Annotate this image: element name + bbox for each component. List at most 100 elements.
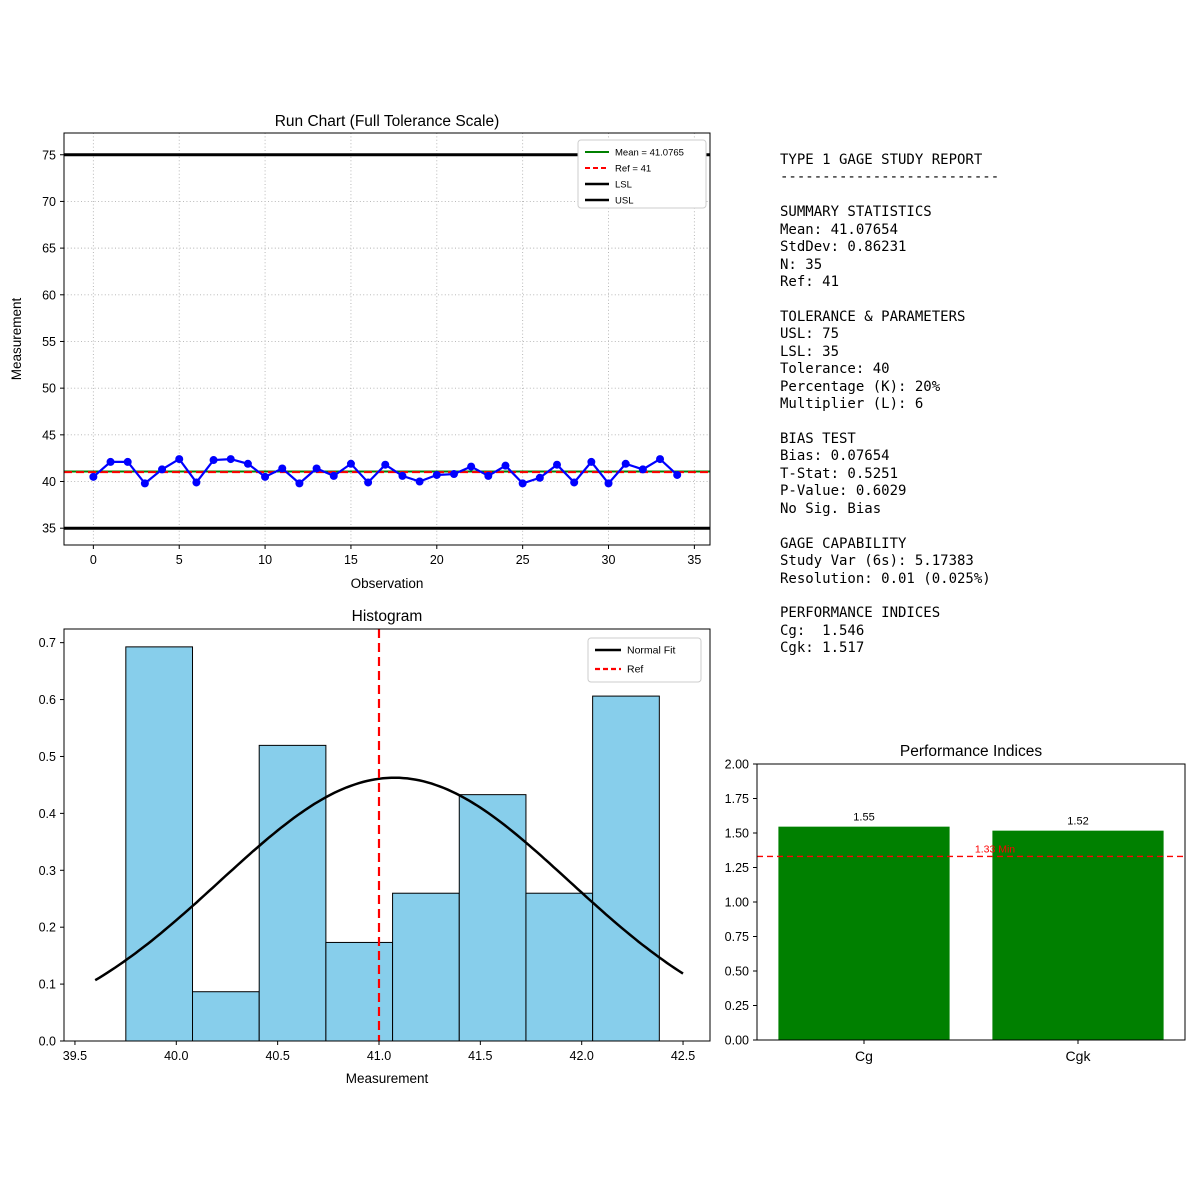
report-line-mean: Mean: 41.07654 — [780, 221, 899, 238]
svg-text:75: 75 — [42, 148, 56, 162]
svg-text:41.5: 41.5 — [468, 1049, 492, 1063]
svg-text:50: 50 — [42, 382, 56, 396]
chart-title: Performance Indices — [900, 743, 1042, 760]
threshold-label: 1.33 Min — [975, 843, 1015, 855]
index-bars — [778, 826, 1164, 1040]
svg-text:65: 65 — [42, 242, 56, 256]
svg-text:Ref: Ref — [627, 664, 643, 676]
svg-text:0.5: 0.5 — [39, 750, 56, 764]
section-heading: PERFORMANCE INDICES — [780, 605, 941, 622]
histogram-bar — [392, 892, 460, 1042]
histogram-bar — [592, 695, 660, 1042]
svg-text:0.3: 0.3 — [39, 864, 56, 878]
svg-text:Ref = 41: Ref = 41 — [615, 164, 651, 175]
histogram-bars — [125, 646, 660, 1042]
report-line-resolution: Resolution: 0.01 (0.025%) — [780, 570, 991, 587]
svg-text:25: 25 — [516, 553, 530, 567]
legend: Mean = 41.0765 Ref = 41 LSL USL — [577, 139, 707, 209]
category-label: Cg — [855, 1048, 873, 1064]
performance-indices-chart: 1.55 1.52 1.33 Min 0.00 0.25 0.50 0.75 1.00 1.25… — [725, 743, 1186, 1064]
x-axis-label: Observation — [351, 576, 424, 591]
svg-text:42.5: 42.5 — [671, 1049, 695, 1063]
svg-text:35: 35 — [687, 553, 701, 567]
histogram-bar — [458, 794, 527, 1042]
normal-fit-curve — [94, 776, 684, 982]
report-section-bias-test: BIAS TEST Bias: 0.07654 T-Stat: 0.5251 P… — [780, 431, 999, 518]
svg-text:0.00: 0.00 — [725, 1034, 749, 1048]
report-line-tstat: T-Stat: 0.5251 — [780, 465, 899, 482]
measurement-series-markers — [89, 455, 682, 488]
report-line-sig-bias: No Sig. Bias — [780, 500, 882, 517]
report-line-multiplier-l: Multiplier (L): 6 — [780, 396, 924, 413]
run-chart: 0 5 10 15 20 25 30 35 35 40 45 50 55 60 65 70 75 Run Char… — [9, 113, 711, 591]
svg-text:39.5: 39.5 — [63, 1049, 87, 1063]
report-line-cgk: Cgk: 1.517 — [780, 640, 865, 657]
svg-text:0.0: 0.0 — [39, 1035, 56, 1049]
axis-ticks — [60, 642, 684, 1045]
svg-text:15: 15 — [344, 553, 358, 567]
svg-text:0.6: 0.6 — [39, 693, 56, 707]
bar-value-label: 1.55 — [853, 812, 874, 824]
y-axis-label: Measurement — [9, 297, 24, 380]
svg-text:1.50: 1.50 — [725, 827, 749, 841]
svg-text:45: 45 — [42, 428, 56, 442]
section-heading: GAGE CAPABILITY — [780, 535, 907, 552]
report-line-percentage-k: Percentage (K): 20% — [780, 378, 941, 395]
report-line-usl: USL: 75 — [780, 326, 840, 343]
histogram-bar — [525, 892, 594, 1042]
cgk-bar — [992, 830, 1164, 1040]
histogram-chart: 39.5 40.0 40.5 41.0 41.5 42.0 42.5 0.0 0.1 0.2 0.3… — [39, 608, 711, 1086]
svg-text:1.75: 1.75 — [725, 792, 749, 806]
svg-text:USL: USL — [615, 196, 633, 207]
category-label: Cgk — [1066, 1048, 1092, 1064]
report-section-performance-indices: PERFORMANCE INDICES Cg: 1.546 Cgk: 1.517 — [780, 605, 999, 657]
svg-text:0.25: 0.25 — [725, 999, 749, 1013]
axis-ticks — [753, 763, 1079, 1044]
plot-frame — [63, 628, 711, 1042]
report-line-ref: Ref: 41 — [780, 274, 840, 291]
gage-study-report-panel: TYPE 1 GAGE STUDY REPORT ---------------… — [780, 152, 999, 658]
report-line-bias: Bias: 0.07654 — [780, 448, 890, 465]
svg-text:0: 0 — [90, 553, 97, 567]
svg-text:0.1: 0.1 — [39, 978, 56, 992]
cg-bar — [778, 826, 950, 1040]
svg-text:2.00: 2.00 — [725, 758, 749, 772]
axis-ticks — [60, 154, 695, 549]
svg-text:40.5: 40.5 — [265, 1049, 289, 1063]
histogram-bar — [325, 941, 394, 1042]
svg-text:70: 70 — [42, 195, 56, 209]
histogram-bar — [192, 991, 260, 1042]
svg-text:20: 20 — [430, 553, 444, 567]
report-line-stddev: StdDev: 0.86231 — [780, 239, 907, 256]
report-line-tolerance: Tolerance: 40 — [780, 361, 890, 378]
report-divider: -------------------------- — [780, 169, 1000, 186]
report-section-tolerance-parameters: TOLERANCE & PARAMETERS USL: 75 LSL: 35 T… — [780, 309, 999, 414]
report-section-gage-capability: GAGE CAPABILITY Study Var (6s): 5.17383 … — [780, 536, 999, 588]
section-heading: BIAS TEST — [780, 431, 856, 447]
svg-text:41.0: 41.0 — [367, 1049, 391, 1063]
histogram-bar — [258, 744, 327, 1042]
svg-text:35: 35 — [42, 522, 56, 536]
svg-text:Mean = 41.0765: Mean = 41.0765 — [615, 148, 684, 159]
histogram-bar — [125, 646, 194, 1042]
report-title: TYPE 1 GAGE STUDY REPORT — [780, 152, 983, 168]
report-line-study-var: Study Var (6s): 5.17383 — [780, 553, 974, 570]
legend: Normal Fit Ref — [587, 637, 702, 683]
svg-text:30: 30 — [602, 553, 616, 567]
svg-text:0.7: 0.7 — [39, 636, 56, 650]
svg-text:60: 60 — [42, 288, 56, 302]
report-line-pvalue: P-Value: 0.6029 — [780, 483, 907, 500]
svg-text:42.0: 42.0 — [570, 1049, 594, 1063]
svg-text:1.25: 1.25 — [725, 861, 749, 875]
report-line-lsl: LSL: 35 — [780, 343, 840, 360]
chart-title: Run Chart (Full Tolerance Scale) — [275, 113, 500, 130]
section-heading: SUMMARY STATISTICS — [780, 204, 932, 221]
x-axis-label: Measurement — [346, 1071, 429, 1086]
report-line-cg: Cg: 1.546 — [780, 622, 865, 639]
bar-value-label: 1.52 — [1067, 816, 1088, 828]
svg-text:10: 10 — [258, 553, 272, 567]
svg-text:0.75: 0.75 — [725, 930, 749, 944]
plot-frame — [63, 132, 711, 546]
svg-text:Normal Fit: Normal Fit — [627, 645, 676, 657]
